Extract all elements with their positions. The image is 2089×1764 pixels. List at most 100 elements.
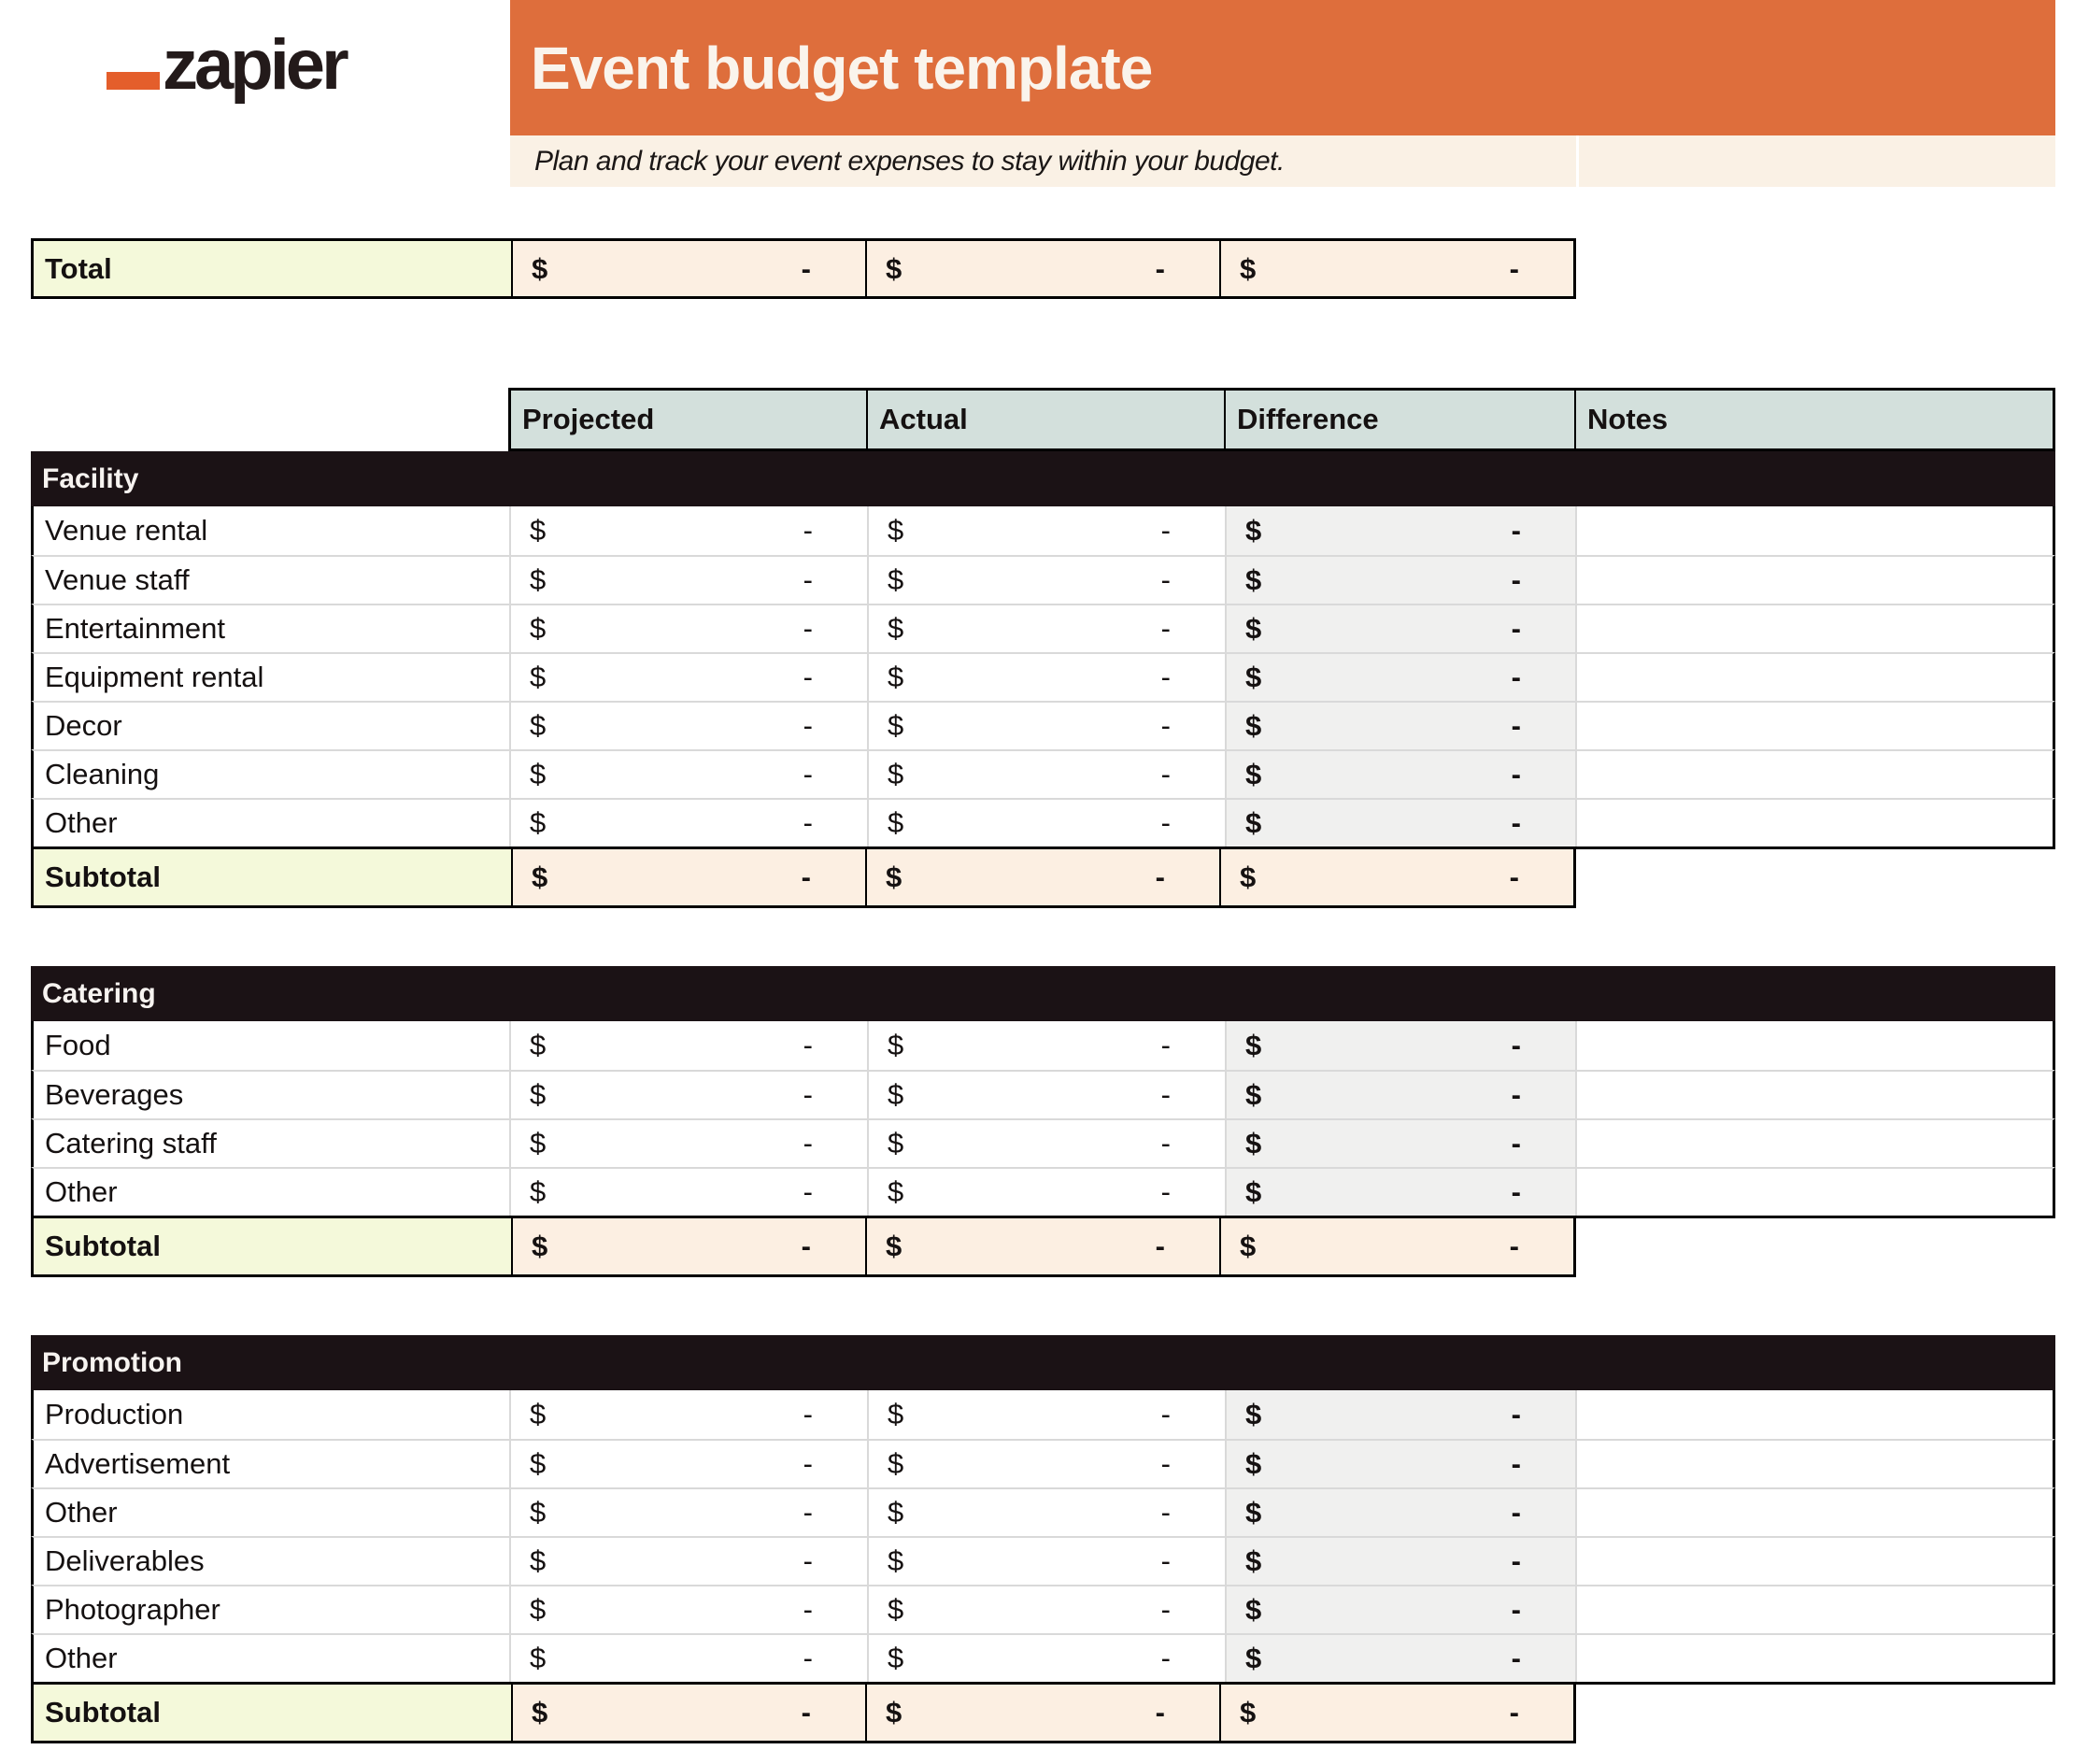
notes-cell[interactable] <box>1577 703 2053 749</box>
notes-cell[interactable] <box>1577 605 2053 652</box>
projected-amount-cell[interactable]: $ - <box>511 557 869 604</box>
row-label-cell[interactable]: Beverages <box>34 1072 511 1118</box>
row-label-cell[interactable]: Venue rental <box>34 506 511 555</box>
actual-amount-cell[interactable]: $ - <box>869 1635 1227 1682</box>
projected-amount-cell[interactable]: $ - <box>511 506 869 555</box>
projected-amount-cell[interactable]: $ - <box>511 751 869 798</box>
subtotal-actual-amount-cell[interactable]: $ - <box>865 1218 1219 1274</box>
projected-amount-cell[interactable]: $ - <box>511 1390 869 1439</box>
subtotal-difference-amount-cell[interactable]: $ - <box>1219 1685 1573 1741</box>
projected-amount-cell[interactable]: $ - <box>511 1021 869 1070</box>
row-label-cell[interactable]: Catering staff <box>34 1120 511 1167</box>
actual-amount-cell[interactable]: $ - <box>869 605 1227 652</box>
difference-amount-cell[interactable]: $ - <box>1227 1441 1577 1487</box>
actual-amount-cell[interactable]: $ - <box>869 1120 1227 1167</box>
projected-amount-cell[interactable]: $ - <box>511 605 869 652</box>
subtotal-label-cell[interactable]: Subtotal <box>34 1685 511 1741</box>
actual-amount-cell[interactable]: $ - <box>869 506 1227 555</box>
actual-amount-cell[interactable]: $ - <box>869 1489 1227 1536</box>
actual-amount-cell[interactable]: $ - <box>869 557 1227 604</box>
notes-cell[interactable] <box>1577 800 2053 846</box>
notes-cell[interactable] <box>1577 1441 2053 1487</box>
subtotal-label-cell[interactable]: Subtotal <box>34 1218 511 1274</box>
projected-amount-cell[interactable]: $ - <box>511 1586 869 1633</box>
difference-amount-cell[interactable]: $ - <box>1227 1635 1577 1682</box>
difference-amount-cell[interactable]: $ - <box>1227 703 1577 749</box>
row-label-cell[interactable]: Cleaning <box>34 751 511 798</box>
projected-amount-cell[interactable]: $ - <box>511 1169 869 1216</box>
difference-amount-cell[interactable]: $ - <box>1227 1390 1577 1439</box>
difference-amount-cell[interactable]: $ - <box>1227 1586 1577 1633</box>
projected-amount-cell[interactable]: $ - <box>511 703 869 749</box>
actual-amount-cell[interactable]: $ - <box>869 751 1227 798</box>
notes-cell[interactable] <box>1577 557 2053 604</box>
difference-amount-cell[interactable]: $ - <box>1227 506 1577 555</box>
actual-amount-cell[interactable]: $ - <box>869 800 1227 846</box>
row-label-cell[interactable]: Entertainment <box>34 605 511 652</box>
total-difference-amount-cell[interactable]: $ - <box>1219 241 1573 296</box>
notes-cell[interactable] <box>1577 1390 2053 1439</box>
actual-amount-cell[interactable]: $ - <box>869 1586 1227 1633</box>
subtotal-projected-amount-cell[interactable]: $ - <box>511 1218 865 1274</box>
actual-amount-cell[interactable]: $ - <box>869 1538 1227 1585</box>
actual-amount-cell[interactable]: $ - <box>869 1169 1227 1216</box>
projected-amount-cell[interactable]: $ - <box>511 800 869 846</box>
row-label-cell[interactable]: Decor <box>34 703 511 749</box>
difference-amount-cell[interactable]: $ - <box>1227 557 1577 604</box>
actual-amount-cell[interactable]: $ - <box>869 1441 1227 1487</box>
difference-amount-cell[interactable]: $ - <box>1227 751 1577 798</box>
row-label-cell[interactable]: Other <box>34 800 511 846</box>
notes-cell[interactable] <box>1577 1072 2053 1118</box>
difference-amount-cell[interactable]: $ - <box>1227 800 1577 846</box>
subtotal-projected-amount-cell[interactable]: $ - <box>511 849 865 905</box>
actual-amount-cell[interactable]: $ - <box>869 654 1227 701</box>
projected-amount-cell[interactable]: $ - <box>511 1441 869 1487</box>
row-label-cell[interactable]: Production <box>34 1390 511 1439</box>
row-label-cell[interactable]: Photographer <box>34 1586 511 1633</box>
row-label-cell[interactable]: Deliverables <box>34 1538 511 1585</box>
row-label-cell[interactable]: Other <box>34 1635 511 1682</box>
notes-cell[interactable] <box>1577 1538 2053 1585</box>
difference-amount-cell[interactable]: $ - <box>1227 1120 1577 1167</box>
actual-amount-cell[interactable]: $ - <box>869 703 1227 749</box>
row-label-cell[interactable]: Equipment rental <box>34 654 511 701</box>
subtotal-actual-amount-cell[interactable]: $ - <box>865 849 1219 905</box>
notes-cell[interactable] <box>1577 751 2053 798</box>
projected-amount-cell[interactable]: $ - <box>511 654 869 701</box>
notes-cell[interactable] <box>1577 1120 2053 1167</box>
difference-amount-cell[interactable]: $ - <box>1227 605 1577 652</box>
projected-amount-cell[interactable]: $ - <box>511 1489 869 1536</box>
projected-amount-cell[interactable]: $ - <box>511 1538 869 1585</box>
difference-amount-cell[interactable]: $ - <box>1227 1489 1577 1536</box>
row-label-cell[interactable]: Other <box>34 1489 511 1536</box>
actual-amount-cell[interactable]: $ - <box>869 1390 1227 1439</box>
difference-amount-cell[interactable]: $ - <box>1227 1538 1577 1585</box>
projected-amount-cell[interactable]: $ - <box>511 1120 869 1167</box>
total-label-cell[interactable]: Total <box>34 241 511 296</box>
row-label-cell[interactable]: Advertisement <box>34 1441 511 1487</box>
subtotal-actual-amount-cell[interactable]: $ - <box>865 1685 1219 1741</box>
subtotal-difference-amount-cell[interactable]: $ - <box>1219 849 1573 905</box>
subtotal-label-cell[interactable]: Subtotal <box>34 849 511 905</box>
difference-amount-cell[interactable]: $ - <box>1227 1169 1577 1216</box>
notes-cell[interactable] <box>1577 1489 2053 1536</box>
notes-cell[interactable] <box>1577 654 2053 701</box>
total-projected-amount-cell[interactable]: $ - <box>511 241 865 296</box>
row-label-cell[interactable]: Other <box>34 1169 511 1216</box>
row-label-cell[interactable]: Food <box>34 1021 511 1070</box>
difference-amount-cell[interactable]: $ - <box>1227 1021 1577 1070</box>
notes-cell[interactable] <box>1577 1635 2053 1682</box>
row-label-cell[interactable]: Venue staff <box>34 557 511 604</box>
notes-cell[interactable] <box>1577 1169 2053 1216</box>
projected-amount-cell[interactable]: $ - <box>511 1072 869 1118</box>
notes-cell[interactable] <box>1577 1021 2053 1070</box>
projected-amount-cell[interactable]: $ - <box>511 1635 869 1682</box>
notes-cell[interactable] <box>1577 1586 2053 1633</box>
actual-amount-cell[interactable]: $ - <box>869 1021 1227 1070</box>
difference-amount-cell[interactable]: $ - <box>1227 654 1577 701</box>
total-actual-amount-cell[interactable]: $ - <box>865 241 1219 296</box>
actual-amount-cell[interactable]: $ - <box>869 1072 1227 1118</box>
notes-cell[interactable] <box>1577 506 2053 555</box>
difference-amount-cell[interactable]: $ - <box>1227 1072 1577 1118</box>
subtotal-difference-amount-cell[interactable]: $ - <box>1219 1218 1573 1274</box>
